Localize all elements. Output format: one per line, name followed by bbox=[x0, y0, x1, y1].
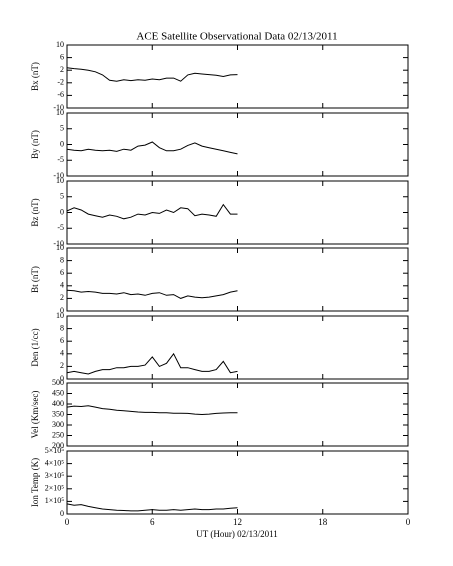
y-tick-label: 200 bbox=[52, 441, 64, 450]
y-tick-label: 6 bbox=[60, 268, 64, 277]
y-tick-label: 6 bbox=[60, 336, 64, 345]
y-tick-label: 1×10⁵ bbox=[45, 496, 65, 505]
y-axis-label: By (nT) bbox=[30, 130, 40, 159]
y-tick-label: 250 bbox=[52, 430, 64, 439]
y-tick-label: 2 bbox=[60, 361, 64, 370]
y-tick-label: 500 bbox=[52, 378, 64, 387]
y-tick-label: 3×10⁵ bbox=[45, 471, 65, 480]
y-axis-label: Ion Temp (K) bbox=[30, 458, 40, 507]
y-tick-label: 2×10⁵ bbox=[45, 484, 65, 493]
plot-frame bbox=[66, 315, 409, 380]
y-tick-label: 8 bbox=[60, 323, 64, 332]
x-tick-label: 12 bbox=[233, 517, 242, 527]
plot-frame bbox=[66, 112, 409, 177]
y-axis-label: Den (1/cc) bbox=[30, 328, 40, 366]
x-tick-label: 0 bbox=[65, 517, 70, 527]
y-tick-label: 5 bbox=[60, 192, 64, 201]
y-tick-label: 0 bbox=[60, 509, 64, 518]
y-tick-label: 8 bbox=[60, 255, 64, 264]
data-line bbox=[66, 67, 238, 82]
y-tick-label: 450 bbox=[52, 388, 64, 397]
data-line bbox=[66, 405, 238, 416]
y-tick-label: 10 bbox=[56, 40, 64, 49]
y-tick-label: 10 bbox=[56, 176, 64, 185]
y-tick-label: 10 bbox=[56, 108, 64, 117]
y-tick-label: -10 bbox=[53, 239, 64, 248]
y-axis-label: Bz (nT) bbox=[30, 198, 40, 226]
y-tick-label: 5×10⁵ bbox=[45, 446, 65, 455]
y-tick-label: -5 bbox=[57, 155, 64, 164]
x-tick-label: 6 bbox=[150, 517, 155, 527]
y-tick-label: 4 bbox=[60, 281, 64, 290]
plot-frame bbox=[66, 44, 409, 109]
plot-frame bbox=[66, 382, 409, 447]
y-tick-label: 350 bbox=[52, 409, 64, 418]
y-tick-label: 0 bbox=[60, 306, 64, 315]
y-tick-label: 5 bbox=[60, 124, 64, 133]
y-tick-label: -10 bbox=[53, 171, 64, 180]
plot-frame bbox=[66, 247, 409, 312]
y-tick-label: -10 bbox=[53, 103, 64, 112]
y-tick-label: 10 bbox=[56, 243, 64, 252]
data-line bbox=[66, 352, 238, 375]
y-tick-label: 2 bbox=[60, 65, 64, 74]
y-tick-label: 6 bbox=[60, 52, 64, 61]
y-tick-label: 10 bbox=[56, 311, 64, 320]
y-tick-label: -2 bbox=[57, 78, 64, 87]
y-tick-label: 0 bbox=[60, 207, 64, 216]
y-tick-label: 0 bbox=[60, 374, 64, 383]
plot-frame bbox=[66, 180, 409, 245]
x-tick-label: 0 bbox=[406, 517, 411, 527]
y-tick-label: 300 bbox=[52, 420, 64, 429]
y-tick-label: 4 bbox=[60, 349, 64, 358]
x-axis-label: UT (Hour) 02/13/2011 bbox=[196, 529, 278, 539]
y-axis-label: Bt (nT) bbox=[30, 266, 40, 293]
y-tick-label: -6 bbox=[57, 90, 64, 99]
y-tick-label: 0 bbox=[60, 139, 64, 148]
y-tick-label: 4×10⁵ bbox=[45, 458, 65, 467]
y-tick-label: 2 bbox=[60, 293, 64, 302]
x-tick-label: 18 bbox=[318, 517, 328, 527]
data-line bbox=[66, 503, 238, 512]
data-line bbox=[66, 141, 238, 155]
y-axis-label: Vel (Km/sec) bbox=[30, 391, 40, 439]
chart-title: ACE Satellite Observational Data 02/13/2… bbox=[136, 31, 337, 43]
plot-frame bbox=[66, 450, 409, 515]
data-line bbox=[66, 203, 238, 220]
data-line bbox=[66, 289, 238, 299]
y-tick-label: -5 bbox=[57, 223, 64, 232]
y-tick-label: 400 bbox=[52, 399, 64, 408]
y-axis-label: Bx (nT) bbox=[30, 62, 40, 91]
